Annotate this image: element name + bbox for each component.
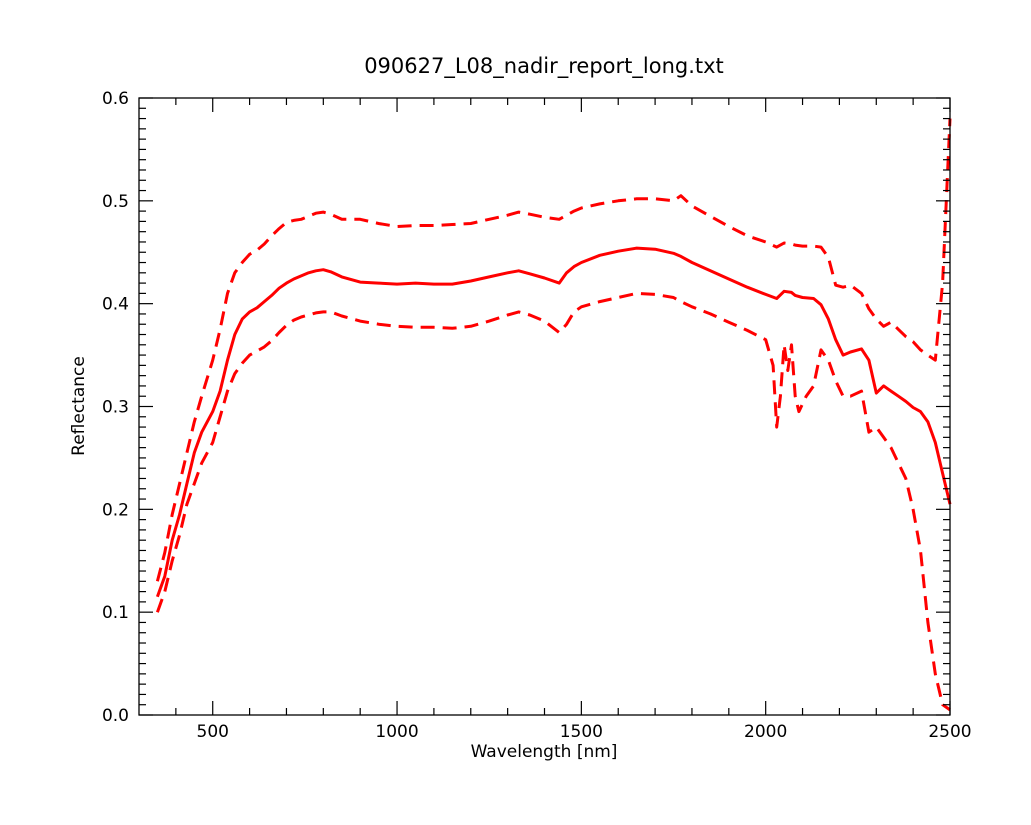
plot-frame (138, 97, 951, 716)
x-axis-title: Wavelength [nm] (471, 742, 618, 762)
chart-title: 090627_L08_nadir_report_long.txt (364, 54, 724, 79)
y-tick-label: 0.3 (102, 398, 129, 418)
series-line-3 (155, 291, 951, 712)
y-tick-label: 0.0 (102, 706, 129, 726)
x-tick-label: 2500 (928, 722, 971, 742)
y-axis-title: Reflectance (69, 356, 89, 456)
x-tick-label: 1000 (375, 722, 418, 742)
y-tick-label: 0.4 (102, 295, 129, 315)
x-tick-label: 1500 (560, 722, 603, 742)
y-tick-label: 0.5 (102, 192, 129, 212)
ticks-layer: 500 1000 1500 2000 2500 0.0 0.1 0.2 0.3 0.4 0.5 0.6 (102, 89, 972, 742)
series-line-1 (155, 246, 952, 598)
y-tick-label: 0.1 (102, 603, 129, 623)
x-tick-label: 2000 (744, 722, 787, 742)
y-tick-label: 0.2 (102, 500, 129, 520)
series-layer (155, 118, 952, 712)
x-tick-label: 500 (197, 722, 229, 742)
series-line-2 (155, 118, 952, 582)
y-tick-label: 0.6 (102, 89, 129, 109)
